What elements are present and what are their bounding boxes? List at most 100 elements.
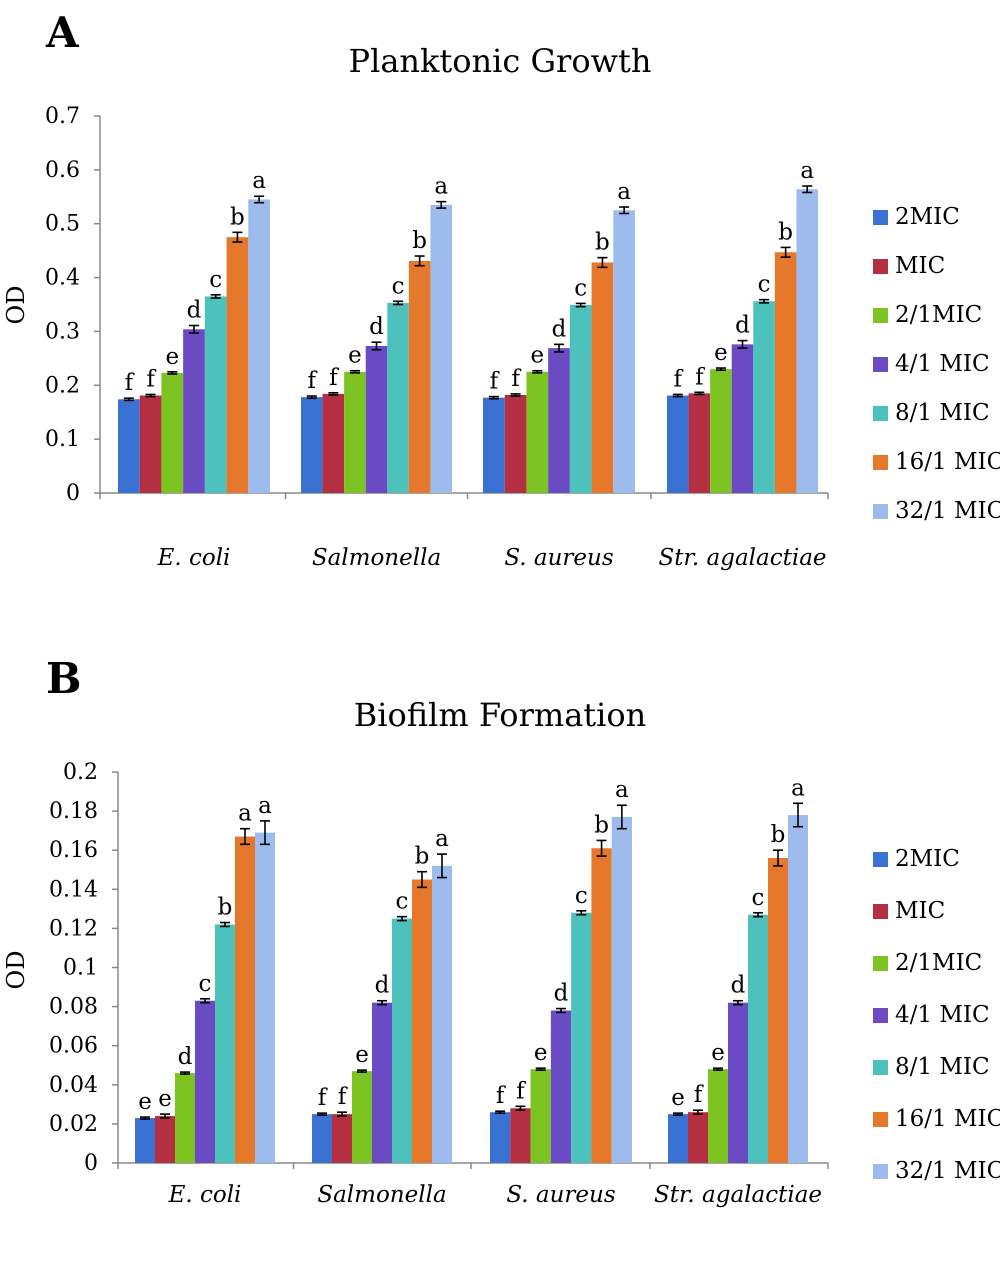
legend-label: 8/1 MIC bbox=[895, 1054, 990, 1080]
y-tick-label: 0.04 bbox=[49, 1073, 98, 1098]
category-label: E. coli bbox=[157, 545, 231, 571]
chart-panel-b: B Biofilm Formation 0 0.02 0.04 0.06 0.08 0.1… bbox=[0, 640, 1000, 1240]
bar bbox=[139, 395, 162, 493]
y-tick-label: 0.2 bbox=[63, 760, 98, 785]
significance-letter: d bbox=[552, 316, 567, 342]
bar bbox=[344, 371, 366, 493]
significance-letter: f bbox=[329, 365, 339, 391]
significance-letter: c bbox=[575, 883, 588, 909]
legend-label: 32/1 MIC bbox=[895, 498, 1000, 524]
bar bbox=[392, 918, 412, 1163]
significance-letter: f bbox=[511, 366, 521, 392]
panel-letter: B bbox=[46, 654, 82, 703]
bar bbox=[412, 879, 432, 1163]
significance-letter: d bbox=[731, 973, 746, 999]
significance-letter: d bbox=[178, 1044, 193, 1070]
y-tick-label: 0.16 bbox=[49, 838, 98, 863]
legend-swatch bbox=[873, 904, 888, 919]
bar bbox=[204, 296, 227, 493]
legend-swatch bbox=[873, 1060, 888, 1075]
significance-letter: f bbox=[490, 369, 500, 395]
y-tick-label: 0.14 bbox=[49, 877, 98, 902]
significance-letter: a bbox=[252, 168, 266, 194]
bar bbox=[490, 1112, 511, 1163]
significance-letter: b bbox=[778, 219, 793, 245]
bar bbox=[569, 305, 592, 493]
bar bbox=[301, 397, 323, 493]
significance-letter: b bbox=[230, 204, 245, 230]
significance-letter: e bbox=[671, 1085, 685, 1111]
significance-letter: e bbox=[348, 343, 362, 369]
bar bbox=[430, 204, 452, 493]
bar bbox=[322, 393, 345, 493]
bar bbox=[591, 262, 614, 493]
bar bbox=[118, 399, 140, 493]
legend-label: 32/1 MIC bbox=[895, 1158, 1000, 1184]
legend-label: 8/1 MIC bbox=[895, 400, 990, 426]
bar bbox=[255, 832, 275, 1163]
y-tick-label: 0 bbox=[66, 481, 80, 506]
legend-swatch bbox=[873, 504, 888, 519]
significance-letter: e bbox=[355, 1042, 369, 1068]
significance-letter: e bbox=[714, 340, 728, 366]
y-tick-label: 0.1 bbox=[45, 427, 80, 452]
bar bbox=[183, 329, 205, 493]
significance-letter: b bbox=[595, 230, 610, 256]
bar bbox=[728, 1002, 748, 1163]
category-label: Str. agalactiae bbox=[654, 1182, 822, 1208]
y-tick-label: 0.4 bbox=[45, 266, 80, 291]
significance-letter: c bbox=[758, 272, 771, 298]
bar bbox=[195, 1000, 215, 1163]
bar bbox=[432, 865, 452, 1163]
legend-swatch bbox=[873, 210, 888, 225]
category-label: Str. agalactiae bbox=[658, 545, 826, 571]
legend-swatch bbox=[873, 406, 888, 421]
legend-swatch bbox=[873, 852, 888, 867]
bar bbox=[710, 369, 732, 493]
legend-label: 2/1MIC bbox=[895, 950, 983, 976]
significance-letter: a bbox=[238, 801, 252, 827]
significance-letter: c bbox=[752, 885, 765, 911]
bar bbox=[611, 816, 632, 1163]
significance-letter: f bbox=[695, 364, 705, 390]
y-tick-label: 0.7 bbox=[45, 104, 80, 129]
legend-swatch bbox=[873, 259, 888, 274]
y-tick-label: 0.02 bbox=[49, 1112, 98, 1137]
bar bbox=[155, 1116, 175, 1163]
bar bbox=[135, 1118, 155, 1163]
significance-letter: a bbox=[435, 826, 449, 852]
significance-letter: b bbox=[218, 895, 233, 921]
bar bbox=[796, 189, 818, 493]
significance-letter: b bbox=[594, 812, 609, 838]
y-tick-label: 0.3 bbox=[45, 319, 80, 344]
significance-letter: d bbox=[187, 298, 202, 324]
y-tick-label: 0.06 bbox=[49, 1034, 98, 1059]
bar bbox=[365, 345, 388, 493]
significance-letter: e bbox=[711, 1040, 725, 1066]
bar bbox=[591, 848, 612, 1163]
y-tick-label: 0.08 bbox=[49, 995, 98, 1020]
significance-letter: f bbox=[125, 370, 135, 396]
legend-label: 2MIC bbox=[895, 846, 960, 872]
legend-label: 2MIC bbox=[895, 204, 960, 230]
y-tick-label: 0 bbox=[84, 1151, 98, 1176]
legend-label: 4/1 MIC bbox=[895, 351, 990, 377]
significance-letter: f bbox=[146, 366, 156, 392]
bar bbox=[332, 1114, 352, 1163]
legend-label: MIC bbox=[895, 898, 946, 924]
significance-letter: d bbox=[735, 313, 750, 339]
significance-letter: a bbox=[258, 793, 272, 819]
bar bbox=[688, 1112, 708, 1163]
bar bbox=[571, 912, 592, 1163]
significance-letter: b bbox=[771, 822, 786, 848]
bar bbox=[550, 1010, 572, 1163]
significance-letter: a bbox=[800, 158, 814, 184]
bar bbox=[352, 1071, 372, 1163]
bar bbox=[372, 1002, 392, 1163]
bar bbox=[504, 394, 527, 493]
category-label: S. aureus bbox=[504, 545, 614, 571]
legend-label: 4/1 MIC bbox=[895, 1002, 990, 1028]
bar bbox=[688, 393, 711, 493]
category-label: Salmonella bbox=[312, 545, 441, 571]
bar bbox=[387, 302, 409, 493]
